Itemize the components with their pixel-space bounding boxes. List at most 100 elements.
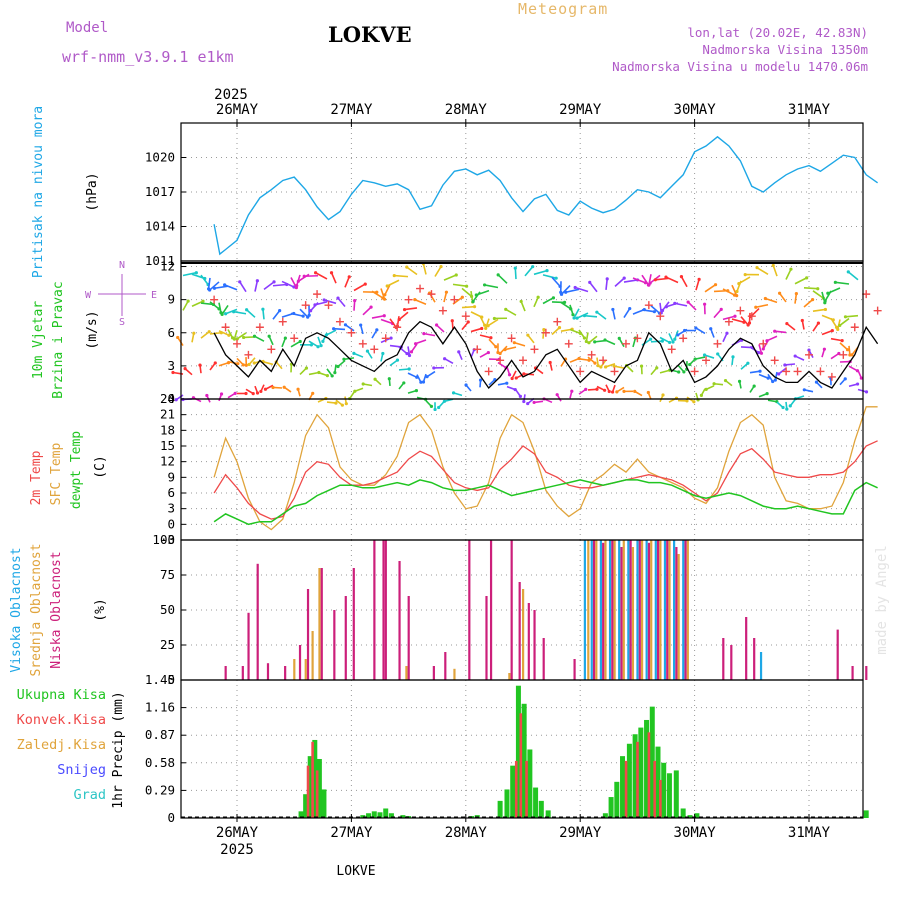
cloud-high-bar <box>682 540 685 680</box>
wind-arrow <box>333 327 346 331</box>
wind-gust-marker <box>267 345 276 354</box>
wind-arrow <box>290 340 301 348</box>
wind-arrow <box>315 272 328 280</box>
wind-arrow-head <box>771 379 775 384</box>
wind-arrow-head <box>846 270 850 274</box>
wind-arrow-head <box>219 392 224 396</box>
wind-arrow-head <box>259 389 263 394</box>
wind-gust-marker <box>450 295 459 304</box>
precip-total-bar <box>366 813 372 818</box>
wind-arrow-field <box>171 262 869 412</box>
wind-arrow-head <box>688 362 692 367</box>
wind-gust-marker <box>633 334 642 343</box>
temp-label-2: SFC Temp <box>49 443 64 506</box>
wind-arrow-head <box>686 300 690 304</box>
wind-gust-marker <box>358 339 367 348</box>
compass-s: S <box>119 317 125 328</box>
cloud-mid-bar <box>595 540 598 680</box>
wind-arrow-head <box>392 273 396 278</box>
wind-gust-marker <box>324 301 333 310</box>
wind-arrow-head <box>746 361 750 365</box>
wind-arrow-head <box>282 385 286 389</box>
wind-arrow-head <box>771 263 775 268</box>
wind-arrow <box>565 288 580 294</box>
wind-gust-marker <box>793 367 802 376</box>
wind-arrow-head <box>587 341 591 345</box>
wind-arrow-head <box>526 401 530 406</box>
wind-gust-marker <box>233 339 241 348</box>
wind-arrow <box>613 365 625 369</box>
wind-arrow-head <box>759 351 764 355</box>
wind-arrow <box>476 289 490 296</box>
wind-arrow <box>514 341 526 347</box>
precip-total-bar <box>360 815 366 818</box>
cloud-low-bar <box>753 638 756 680</box>
wind-arrow <box>694 356 706 360</box>
wind-arrow-head <box>443 357 447 361</box>
wind-arrow-head <box>575 316 579 320</box>
wind-gust-marker <box>335 317 344 326</box>
wind-arrow <box>233 310 247 315</box>
wind-arrow-head <box>610 390 615 394</box>
wind-arrow <box>655 277 670 281</box>
wind-arrow-head <box>422 332 426 336</box>
wind-gust-marker <box>759 339 768 348</box>
wind-arrow-head <box>220 312 224 316</box>
bottom-day-label: 28MAY <box>445 825 488 841</box>
wind-gust-marker <box>438 306 447 315</box>
wind-arrow <box>384 284 391 296</box>
cloud-low-bar <box>432 666 435 680</box>
wind-arrow <box>812 290 824 299</box>
wind-arrow-head <box>777 372 781 376</box>
cloud-ytick-label: 75 <box>160 567 175 582</box>
wind-arrow <box>344 276 350 288</box>
cloud-low-bar <box>684 540 687 680</box>
wind-arrow <box>794 355 805 361</box>
wind-arrow <box>835 281 850 285</box>
wind-arrow-head <box>395 358 400 362</box>
wind-label-2: Brzina i Pravac <box>51 281 66 398</box>
wind-arrow-head <box>450 319 454 323</box>
wind-arrow-head <box>347 275 351 279</box>
wind-arrow-head <box>836 327 840 332</box>
wind-arrow-head <box>402 307 407 312</box>
cloud-high-bar <box>608 540 612 680</box>
wind-arrow-head <box>843 315 848 319</box>
cloud-low-bar <box>527 603 530 680</box>
wind-arrow <box>263 361 274 366</box>
cloud-low-bar <box>298 645 302 680</box>
cloud-label-2: Srednja Oblacnost <box>29 543 44 676</box>
wind-arrow <box>687 301 697 311</box>
wind-arrow-head <box>664 275 668 279</box>
wind-arrow-head <box>307 313 311 317</box>
wind-arrow-head <box>855 382 860 386</box>
wind-arrow-head <box>344 402 348 406</box>
precip-convective-bar <box>636 741 639 818</box>
wind-arrow-head <box>603 338 607 342</box>
wind-arrow-head <box>486 350 490 355</box>
wind-gust-marker <box>621 339 630 348</box>
wind-arrow-head <box>816 287 820 291</box>
wind-arrow-head <box>692 400 696 404</box>
precip-total-bar <box>504 789 510 818</box>
wind-arrow-head <box>223 283 227 287</box>
wind-arrow-head <box>442 399 446 403</box>
wind-gust-marker <box>610 367 619 376</box>
wind-arrow-head <box>494 345 498 349</box>
elevation-label: Nadmorska Visina 1350m <box>702 42 868 57</box>
wind-arrow-head <box>716 352 720 356</box>
wind-arrow-head <box>673 337 677 341</box>
wind-arrow <box>786 322 796 331</box>
wind-arrow-head <box>731 355 735 359</box>
wind-gust-marker <box>770 356 779 365</box>
wind-arrow <box>436 324 445 333</box>
cloud-low-bar <box>306 589 310 680</box>
wind-gust-marker <box>221 323 230 332</box>
precip-total-bar <box>497 800 503 818</box>
wind-gust-marker <box>473 345 482 354</box>
bottom-day-label: 30MAY <box>674 825 717 841</box>
cloud-low-bar <box>241 666 244 680</box>
wind-arrow <box>452 283 467 288</box>
wind-arrow-head <box>777 291 782 295</box>
